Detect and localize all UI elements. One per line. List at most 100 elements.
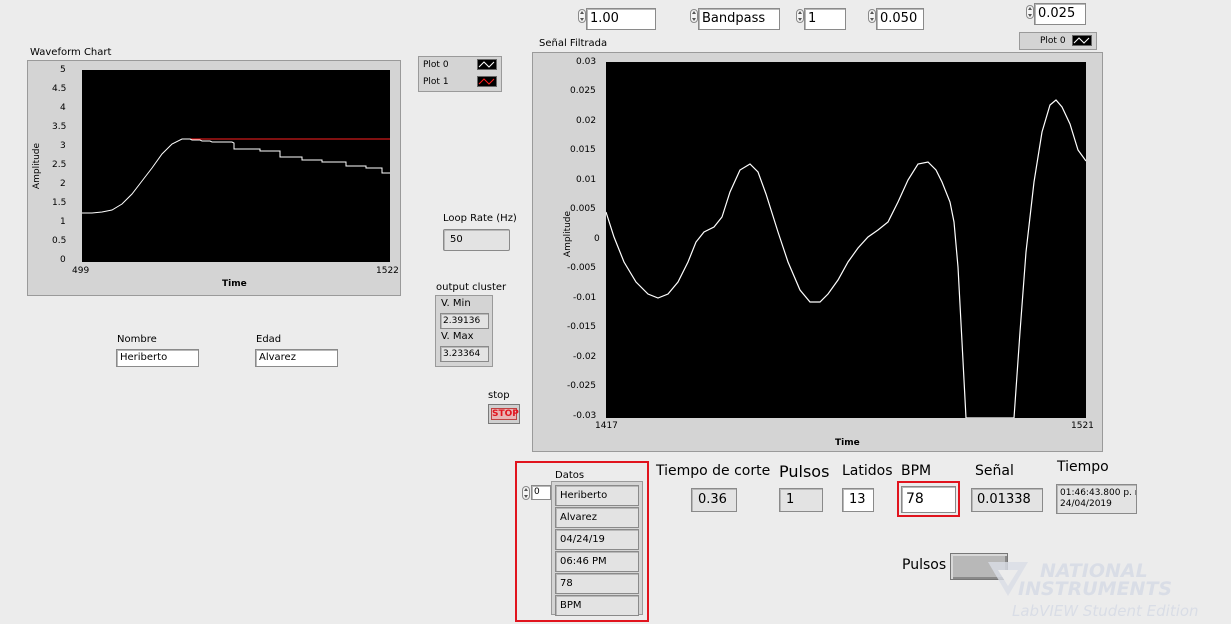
waveform-plot0-line — [82, 138, 390, 214]
waveform-plot-svg — [82, 138, 390, 214]
wf-ytick-5: 5 — [60, 65, 66, 75]
sf-xtick-min: 1417 — [595, 421, 618, 431]
vmin-label: V. Min — [441, 298, 471, 309]
wf-ytick-0: 0 — [60, 255, 66, 265]
sf-ytick-12: -0.03 — [573, 411, 597, 421]
wf-ytick-4: 4 — [60, 103, 66, 113]
bpm-label: BPM — [901, 463, 932, 479]
bpm-highlight-frame — [897, 481, 960, 517]
filtered-legend-swatch[interactable] — [1072, 35, 1092, 46]
legend-plot0-swatch[interactable] — [477, 59, 497, 70]
filtered-legend[interactable]: Plot 0 — [1019, 32, 1097, 50]
vmax-indicator: 3.23364 — [440, 346, 489, 362]
wf-ytick-3: 3 — [60, 141, 66, 151]
wf-ytick-4.5: 4.5 — [52, 84, 67, 94]
edad-input[interactable]: Alvarez — [255, 349, 338, 367]
stop-button-label: STOP — [491, 408, 519, 420]
waveform-chart[interactable]: 5 4.5 4 3.5 3 2.5 2 1.5 1 0.5 0 Amplitud… — [27, 60, 401, 296]
wf-xlabel: Time — [222, 279, 247, 289]
tiempo-corte-indicator: 0.36 — [691, 488, 737, 512]
vmax-label: V. Max — [441, 331, 474, 342]
pulsos-led-label: Pulsos — [902, 557, 947, 573]
sf-xtick-max: 1521 — [1071, 421, 1094, 431]
datos-index-input[interactable]: 0 — [531, 485, 551, 500]
bpm-indicator: 78 — [901, 486, 956, 513]
wf-ytick-1.5: 1.5 — [52, 198, 67, 208]
sf-ytick-7: -0.005 — [567, 263, 597, 273]
sf-xlabel: Time — [835, 438, 860, 448]
datos-item: 78 — [555, 573, 639, 594]
sf-ytick-0: 0.03 — [576, 57, 597, 67]
wf-ytick-0.5: 0.5 — [52, 236, 67, 246]
legend-plot1-label: Plot 1 — [423, 77, 449, 87]
datos-label: Datos — [555, 470, 585, 481]
tiempo-corte-label: Tiempo de corte — [656, 463, 771, 479]
wf-ytick-3.5: 3.5 — [52, 122, 67, 132]
edad-label: Edad — [256, 334, 282, 345]
datos-item: BPM — [555, 595, 639, 616]
filtered-plot-area — [605, 62, 1087, 419]
high-cutoff-input[interactable]: 0.025 — [1034, 3, 1086, 25]
sf-ytick-6: 0 — [594, 234, 600, 244]
tiempo-line2: 24/04/2019 — [1060, 499, 1112, 509]
sf-ytick-5: 0.005 — [570, 204, 596, 214]
sf-ytick-10: -0.02 — [573, 352, 597, 362]
datos-item: 04/24/19 — [555, 529, 639, 550]
sf-ytick-9: -0.015 — [567, 322, 597, 332]
filtered-plot0-line — [605, 99, 1087, 419]
filter-type-ring[interactable]: Bandpass — [698, 8, 780, 30]
legend-plot0-label: Plot 0 — [423, 60, 449, 70]
gain-spinner[interactable] — [578, 9, 586, 23]
datos-highlight-frame — [515, 461, 649, 622]
gain-input[interactable]: 1.00 — [586, 8, 656, 30]
output-cluster-label: output cluster — [436, 282, 507, 293]
high-cutoff-spinner[interactable] — [1026, 5, 1034, 19]
ni-brand-line2: INSTRUMENTS — [1018, 578, 1173, 600]
legend-plot1-swatch[interactable] — [477, 76, 497, 87]
vmin-indicator: 2.39136 — [440, 313, 489, 329]
sf-ytick-11: -0.025 — [567, 381, 597, 391]
datos-item: Heriberto — [555, 485, 639, 506]
filtered-legend-label: Plot 0 — [1040, 36, 1066, 46]
filter-type-spinner[interactable] — [690, 9, 698, 23]
sf-ytick-8: -0.01 — [573, 293, 597, 303]
wf-ytick-2: 2 — [60, 179, 66, 189]
sf-ytick-1: 0.025 — [570, 86, 596, 96]
datos-item: Alvarez — [555, 507, 639, 528]
tiempo-line1: 01:46:43.800 p. r — [1060, 488, 1137, 498]
senal-indicator: 0.01338 — [971, 488, 1043, 512]
filtered-plot-svg — [605, 99, 1087, 419]
stop-label: stop — [488, 390, 510, 401]
loop-rate-indicator: 50 — [443, 229, 510, 251]
senal-label: Señal — [975, 463, 1014, 479]
ni-brand-line3: LabVIEW Student Edition — [1012, 602, 1199, 620]
order-input[interactable]: 1 — [804, 8, 846, 30]
order-spinner[interactable] — [796, 9, 804, 23]
pulsos-indicator: 1 — [779, 488, 823, 512]
sf-ylabel: Amplitude — [563, 210, 574, 258]
ni-logo-icon — [988, 562, 1028, 596]
wf-xtick-min: 499 — [72, 266, 90, 276]
waveform-plot-area — [82, 70, 390, 262]
sf-ytick-2: 0.02 — [576, 116, 597, 126]
wf-ytick-2.5: 2.5 — [52, 160, 67, 170]
filtered-chart[interactable]: 0.03 0.025 0.02 0.015 0.01 0.005 0 -0.00… — [532, 52, 1103, 452]
low-cutoff-spinner[interactable] — [868, 9, 876, 23]
datos-item: 06:46 PM — [555, 551, 639, 572]
waveform-chart-title: Waveform Chart — [30, 47, 112, 58]
latidos-indicator: 13 — [842, 488, 874, 512]
low-cutoff-input[interactable]: 0.050 — [876, 8, 924, 30]
wf-xtick-max: 1522 — [376, 266, 399, 276]
tiempo-indicator: 01:46:43.800 p. r 24/04/2019 — [1056, 484, 1137, 514]
latidos-label: Latidos — [842, 463, 893, 479]
wf-ylabel: Amplitude — [32, 142, 43, 190]
datos-index-spinner[interactable] — [522, 486, 530, 500]
waveform-legend[interactable]: Plot 0 Plot 1 — [418, 56, 502, 92]
stop-button[interactable]: STOP — [488, 404, 520, 424]
loop-rate-label: Loop Rate (Hz) — [443, 213, 517, 224]
pulsos-label: Pulsos — [779, 462, 830, 481]
sf-ytick-3: 0.015 — [570, 145, 596, 155]
filtered-chart-title: Señal Filtrada — [539, 38, 608, 49]
sf-ytick-4: 0.01 — [576, 175, 597, 185]
nombre-input[interactable]: Heriberto — [116, 349, 199, 367]
